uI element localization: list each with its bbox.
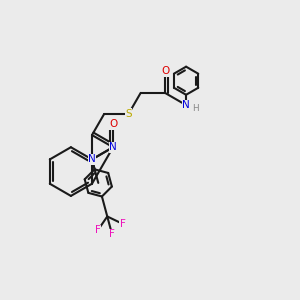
Text: F: F [95,225,101,236]
Text: F: F [109,229,115,239]
Text: N: N [182,100,190,110]
Text: O: O [161,66,169,76]
Text: N: N [109,142,117,152]
Text: S: S [125,109,132,119]
Text: O: O [109,119,117,129]
Text: F: F [119,219,125,229]
Text: H: H [192,104,199,113]
Text: N: N [88,154,96,164]
